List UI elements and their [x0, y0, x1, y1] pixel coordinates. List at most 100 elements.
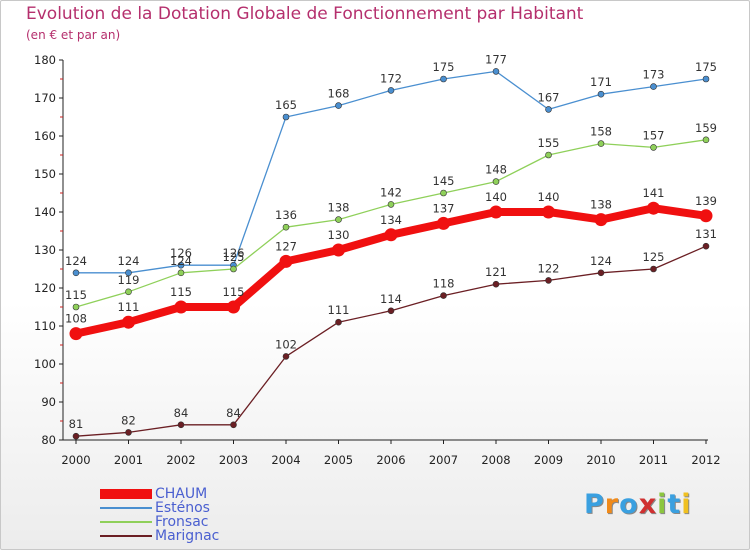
- series-estenos-point: [387, 87, 395, 94]
- series-marignac-data-label: 102: [275, 337, 297, 351]
- series-estenos-point: [545, 106, 552, 113]
- logo-letter: P: [584, 489, 605, 520]
- series-marignac-line: [75, 245, 707, 437]
- x-tick-label: 2006: [376, 453, 405, 467]
- y-tick-label: 80: [41, 433, 56, 447]
- series-fronsac-data-label: 148: [485, 163, 507, 177]
- x-tick-label: 2010: [586, 453, 615, 467]
- series-estenos-point: [650, 83, 657, 90]
- series-fronsac-data-label: 138: [328, 201, 350, 215]
- series-chaum-point: [227, 300, 240, 314]
- series-fronsac-point: [650, 144, 657, 151]
- series-marignac-point: [387, 307, 395, 315]
- series-chaum-point: [542, 205, 555, 219]
- series-marignac-point: [125, 429, 132, 436]
- y-tick-label: 170: [34, 91, 56, 105]
- series-estenos-data-label: 124: [118, 254, 140, 268]
- series-chaum-line: [72, 204, 710, 338]
- x-tick-label: 2011: [639, 453, 668, 467]
- series-marignac-point: [545, 277, 552, 284]
- series-fronsac-point: [440, 189, 447, 197]
- series-estenos-point: [440, 75, 447, 83]
- series-estenos-point: [282, 113, 290, 121]
- series-marignac-data-label: 122: [538, 261, 560, 275]
- x-tick-label: 2003: [219, 453, 248, 467]
- legend-swatch-marignac: [100, 535, 152, 537]
- series-fronsac-point: [492, 178, 500, 185]
- series-fronsac-data-label: 157: [643, 128, 665, 142]
- series-marignac-data-label: 84: [226, 406, 241, 420]
- series-chaum-point: [122, 315, 135, 329]
- series-fronsac-point: [282, 223, 290, 231]
- series-marignac-point: [335, 318, 342, 326]
- y-tick-label: 100: [34, 357, 56, 371]
- legend-label-marignac: Marignac: [155, 528, 220, 544]
- series-fronsac-point: [177, 269, 185, 277]
- series-marignac-point: [72, 432, 80, 440]
- x-tick-label: 2008: [481, 453, 510, 467]
- series-marignac-point: [230, 421, 237, 429]
- series-estenos-data-label: 167: [538, 90, 560, 104]
- series-estenos-data-label: 173: [643, 68, 665, 82]
- series-estenos-point: [335, 102, 342, 109]
- series-chaum-data-label: 140: [538, 190, 560, 204]
- series-fronsac-point: [597, 140, 605, 147]
- logo-letter: r: [604, 489, 620, 520]
- series-chaum-data-label: 115: [223, 285, 245, 299]
- legend-swatch-fronsac: [100, 521, 152, 523]
- series-marignac-point: [650, 265, 657, 273]
- series-chaum-data-label: 140: [485, 190, 507, 204]
- y-tick-label: 110: [34, 319, 56, 333]
- series-chaum-point: [384, 228, 398, 242]
- series-marignac-data-label: 131: [695, 227, 717, 241]
- logo-letter: t: [667, 489, 682, 520]
- x-tick-label: 2002: [166, 453, 195, 467]
- series-fronsac-point: [387, 201, 395, 208]
- chart-title: Evolution de la Dotation Globale de Fonc…: [26, 4, 584, 24]
- proxiti-logo: Proxiti: [584, 489, 692, 520]
- legend-swatch-estenos: [100, 507, 152, 509]
- series-marignac-data-label: 124: [590, 254, 612, 268]
- series-chaum-point: [647, 201, 660, 215]
- legend-swatch-chaum: [100, 489, 152, 499]
- series-estenos-data-label: 124: [65, 254, 87, 268]
- logo-letter: o: [619, 489, 639, 520]
- series-chaum-point: [174, 300, 188, 314]
- series-marignac-point: [282, 353, 290, 360]
- series-fronsac-data-label: 124: [170, 254, 192, 268]
- series-marignac-data-label: 114: [380, 292, 402, 306]
- series-estenos-data-label: 172: [380, 71, 402, 85]
- series-chaum-data-label: 111: [118, 300, 140, 314]
- series-marignac-data-label: 82: [121, 413, 136, 427]
- y-tick-label: 90: [41, 395, 56, 409]
- series-chaum-point: [279, 254, 293, 268]
- series-estenos-data-label: 126: [223, 246, 245, 260]
- series-chaum-data-label: 139: [695, 194, 717, 208]
- series-marignac-point: [177, 421, 185, 429]
- x-tick-label: 2009: [534, 453, 563, 467]
- chart-subtitle: (en € et par an): [26, 28, 121, 42]
- series-marignac-data-label: 111: [328, 303, 350, 317]
- y-tick-label: 130: [34, 243, 56, 257]
- series-estenos-point: [492, 68, 500, 75]
- legend-label-fronsac: Fronsac: [155, 514, 209, 530]
- series-estenos-data-label: 175: [695, 60, 717, 74]
- series-estenos-point: [125, 269, 132, 277]
- series-marignac-data-label: 121: [485, 265, 507, 279]
- x-tick-label: 2000: [61, 453, 90, 467]
- series-fronsac-data-label: 159: [695, 121, 717, 135]
- y-tick-label: 140: [34, 205, 56, 219]
- series-chaum-data-label: 141: [643, 186, 665, 200]
- series-fronsac-point: [72, 303, 80, 311]
- series-chaum-data-label: 138: [590, 198, 612, 212]
- series-chaum-data-label: 108: [65, 312, 87, 326]
- series-chaum-data-label: 127: [275, 239, 297, 253]
- x-tick-label: 2012: [691, 453, 720, 467]
- series-fronsac-data-label: 142: [380, 185, 402, 199]
- series-fronsac-data-label: 115: [65, 288, 87, 302]
- series-chaum-data-label: 130: [328, 228, 350, 242]
- series-fronsac-data-label: 119: [118, 273, 140, 287]
- series-chaum-point: [594, 213, 608, 227]
- logo-letter: i: [681, 489, 692, 520]
- series-estenos-data-label: 171: [590, 75, 612, 89]
